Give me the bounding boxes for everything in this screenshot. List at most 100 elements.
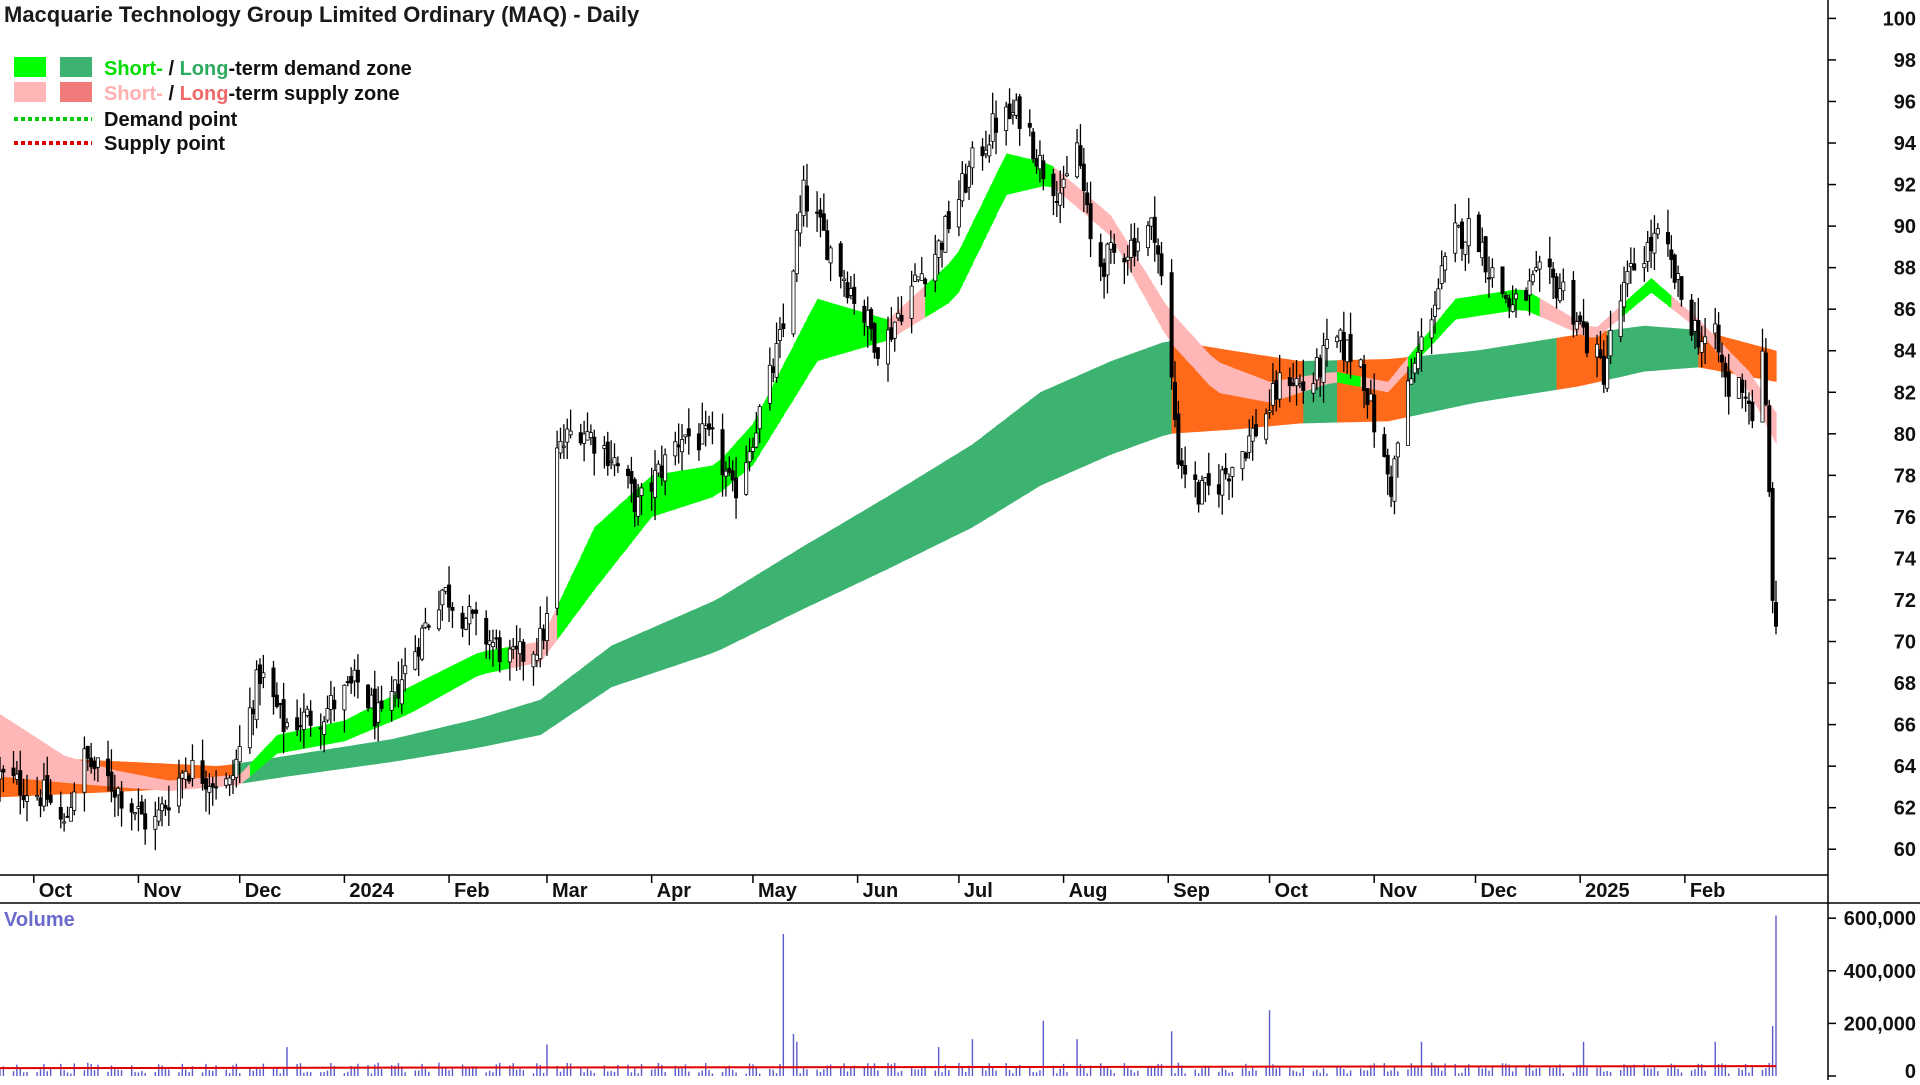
long-zone-segment <box>1124 354 1129 450</box>
long-zone-segment <box>736 581 747 642</box>
long-zone-segment <box>1441 353 1446 410</box>
price-bar-body <box>1193 474 1198 481</box>
short-zone-segment <box>330 722 335 744</box>
price-bar-body <box>889 327 894 340</box>
long-zone-segment <box>965 446 970 531</box>
price-bar-body <box>11 767 16 776</box>
short-zone-segment <box>1657 283 1669 306</box>
short-zone-segment <box>3 716 15 778</box>
long-zone-segment <box>1651 326 1656 371</box>
price-bar-body <box>1463 241 1468 255</box>
price-bar-body <box>369 694 374 709</box>
short-zone-segment <box>1468 295 1480 318</box>
long-zone-segment <box>898 487 903 564</box>
short-zone-segment <box>783 344 795 416</box>
price-bar-body <box>983 149 988 155</box>
short-zone-segment <box>1752 376 1764 419</box>
price-bar-body <box>35 795 40 798</box>
price-bar-body <box>153 816 158 830</box>
long-zone-segment <box>344 746 349 769</box>
price-bar-body <box>1669 249 1674 260</box>
short-zone-segment <box>162 779 167 791</box>
short-zone-segment <box>965 229 970 279</box>
long-zone-segment <box>820 534 825 601</box>
price-bar-body <box>1655 228 1660 235</box>
long-zone-segment <box>334 746 345 770</box>
long-zone-segment <box>746 579 751 637</box>
short-zone-segment <box>1137 259 1149 304</box>
short-zone-segment <box>327 723 332 745</box>
long-zone-segment <box>584 663 589 706</box>
long-zone-segment <box>580 666 585 708</box>
long-zone-segment <box>614 642 619 687</box>
volume-tick-label: 400,000 <box>1844 961 1916 983</box>
short-zone-segment <box>1245 372 1250 399</box>
short-zone-segment <box>850 308 855 352</box>
price-bar-body <box>852 286 857 304</box>
price-bar-body <box>750 447 755 452</box>
price-bar-body <box>1027 122 1032 128</box>
long-zone-segment <box>779 558 784 621</box>
short-zone-segment <box>793 338 798 400</box>
price-bar-body <box>1507 298 1512 308</box>
short-zone-segment <box>1147 276 1152 310</box>
price-bar-body <box>399 679 404 705</box>
price-bar-body <box>1098 242 1103 267</box>
short-zone-segment <box>617 496 629 560</box>
price-bar-body <box>463 618 468 630</box>
short-zone-segment <box>27 731 38 781</box>
price-bar-body <box>1510 304 1515 312</box>
short-zone-segment <box>276 734 281 754</box>
price-bar-body <box>507 648 512 663</box>
short-zone-segment <box>1627 296 1632 313</box>
short-zone-segment <box>567 577 572 626</box>
price-tick-label: 70 <box>1894 632 1916 654</box>
long-zone-segment <box>1131 352 1136 448</box>
long-zone-segment <box>641 627 653 677</box>
price-bar-body <box>1503 295 1508 299</box>
short-zone-segment <box>1114 221 1125 261</box>
price-bar-body <box>804 185 809 212</box>
short-zone-segment <box>1202 346 1206 382</box>
short-zone-segment <box>492 649 497 672</box>
price-bar-body <box>237 746 242 763</box>
time-tick-label: Jun <box>863 880 899 902</box>
long-zone-segment <box>1154 344 1159 439</box>
price-bar-body <box>798 211 803 234</box>
price-bar-body <box>1159 253 1164 277</box>
short-zone-segment <box>0 714 4 777</box>
short-zone-segment <box>438 670 443 698</box>
short-zone-segment <box>709 465 714 499</box>
price-bar-body <box>1395 442 1400 458</box>
price-bar-body <box>1135 241 1140 252</box>
short-zone-segment <box>1161 298 1173 345</box>
long-zone-segment <box>759 566 771 631</box>
long-zone-segment <box>1769 348 1774 382</box>
price-bar-body <box>1324 339 1329 349</box>
long-zone-segment <box>297 753 302 776</box>
long-zone-segment <box>658 623 663 672</box>
price-bar-body <box>521 641 526 662</box>
short-zone-segment <box>678 470 683 509</box>
price-bar-body <box>1632 263 1637 271</box>
long-zone-segment <box>1077 374 1082 470</box>
short-zone-segment <box>1019 156 1031 192</box>
short-zone-segment <box>499 646 511 671</box>
price-bar-body <box>1301 381 1306 392</box>
short-zone-segment <box>452 660 464 690</box>
price-bar-body <box>230 775 235 781</box>
legend-supply-point: Supply point <box>104 133 225 155</box>
price-bar-body <box>332 699 337 710</box>
long-zone-segment <box>398 736 403 761</box>
price-bar-body <box>686 428 691 437</box>
long-zone-segment <box>1039 390 1044 486</box>
price-bar-body <box>1277 372 1282 400</box>
price-bar-body <box>605 441 610 467</box>
price-bar-body <box>568 430 573 436</box>
price-bar-body <box>1645 242 1650 262</box>
long-zone-segment <box>1681 328 1693 369</box>
short-zone-segment <box>97 765 109 787</box>
price-bar-body <box>1476 214 1481 253</box>
long-zone-segment <box>1489 348 1493 401</box>
price-bar-body <box>436 609 441 630</box>
